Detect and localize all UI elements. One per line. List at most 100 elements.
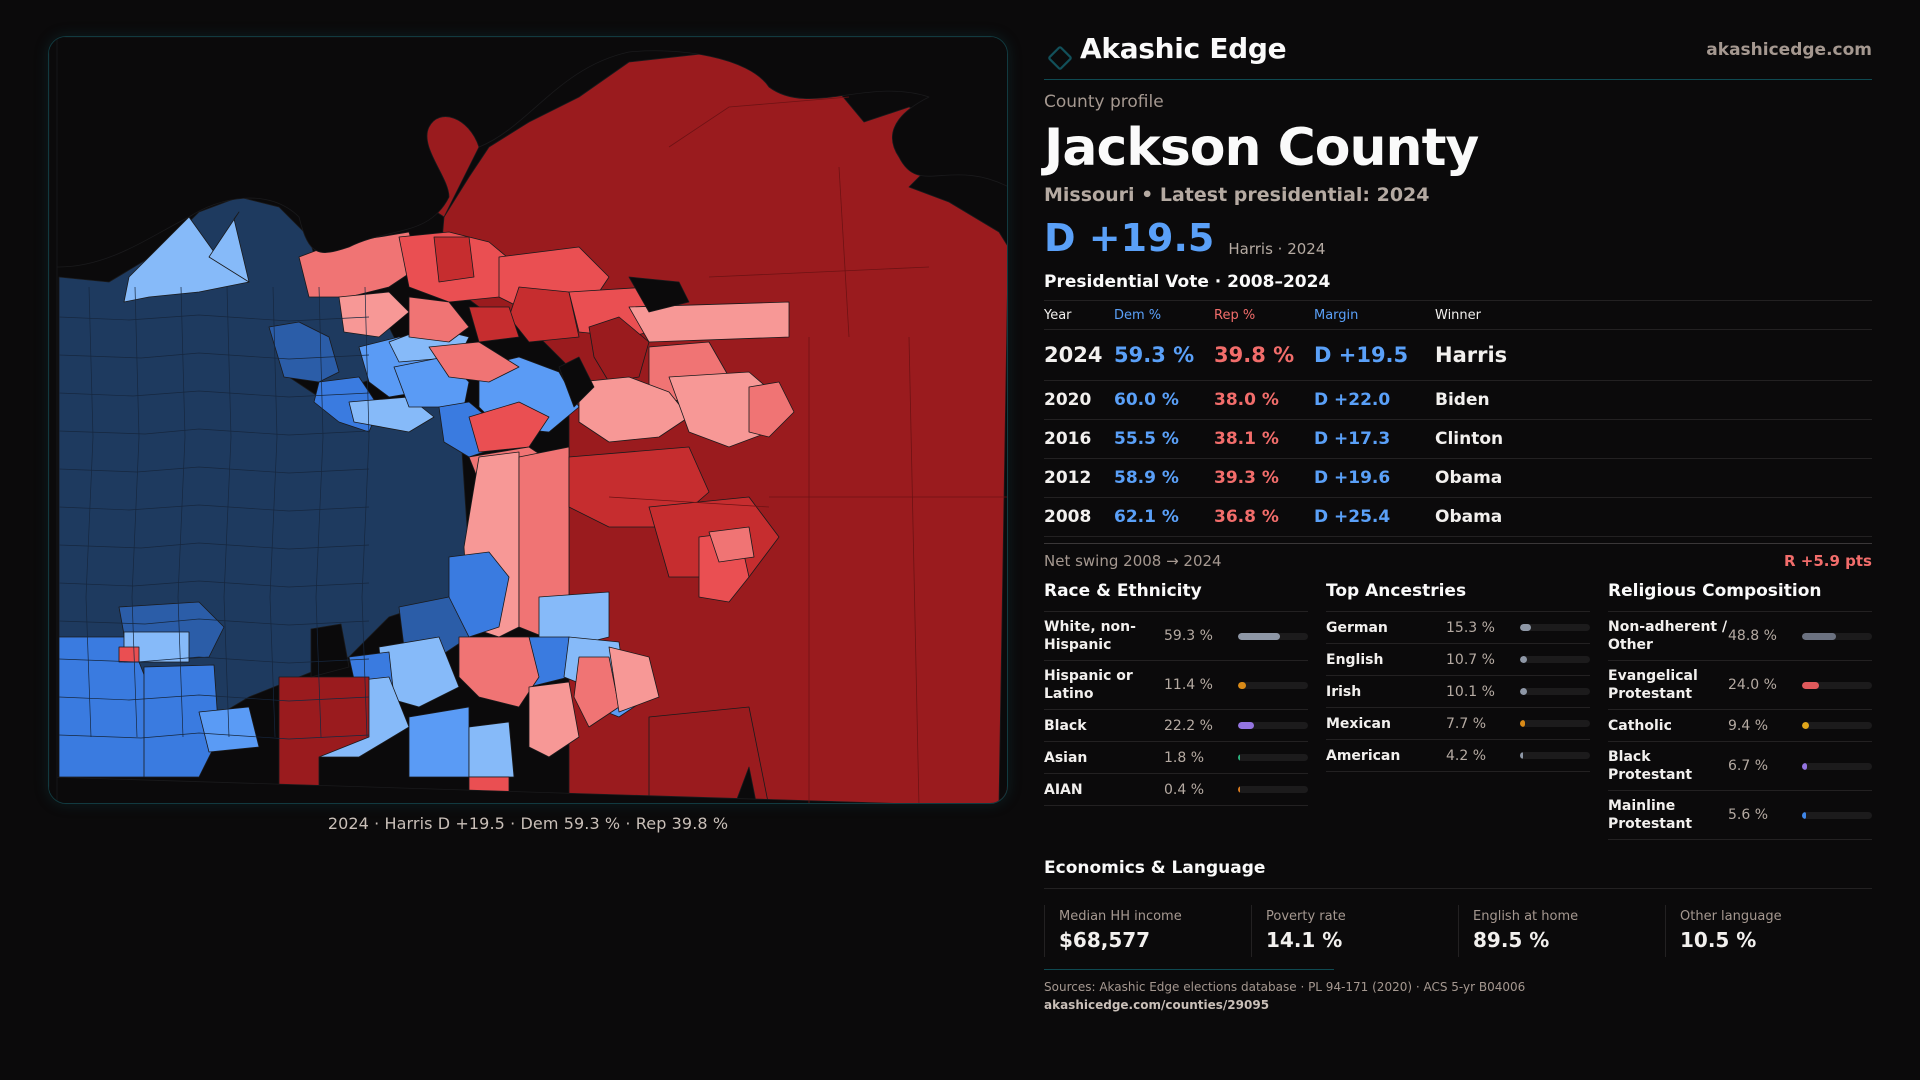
precinct-boundary (838, 166, 850, 338)
brand-url-link[interactable]: akashicedge.com (1706, 40, 1872, 60)
demographic-value: 6.7 % (1728, 758, 1769, 774)
brand-name[interactable]: Akashic Edge (1080, 32, 1287, 65)
demographic-bar-fill (1802, 762, 1807, 770)
map-precinct[interactable] (433, 236, 475, 283)
demographic-value: 24.0 % (1728, 677, 1777, 693)
map-precinct[interactable] (338, 291, 410, 338)
map-precinct[interactable] (268, 321, 340, 383)
demographic-bar-track (1238, 754, 1308, 761)
precinct-boundary (58, 390, 370, 398)
net-swing-value: R +5.9 pts (1784, 552, 1872, 570)
demographic-bar-track (1520, 656, 1590, 663)
map-precinct[interactable] (573, 656, 620, 728)
demographic-bar-fill (1238, 722, 1254, 729)
column-header-dem: Dem % (1114, 301, 1214, 330)
presidential-vote-table: Year Dem % Rep % Margin Winner 2024 59.3… (1044, 301, 1872, 537)
demographic-row: Hispanic or Latino 11.4 % (1044, 661, 1308, 710)
net-swing-label: Net swing 2008 → 2024 (1044, 552, 1222, 570)
map-precinct[interactable] (648, 706, 769, 804)
demographic-bar-fill (1802, 722, 1809, 729)
map-precinct[interactable] (408, 296, 470, 343)
stat-label: Median HH income (1059, 909, 1182, 924)
map-precinct[interactable] (468, 721, 515, 778)
demographic-value: 4.2 % (1446, 747, 1487, 764)
page-eyebrow: County profile (1044, 92, 1164, 112)
map-caption: 2024 · Harris D +19.5 · Dem 59.3 % · Rep… (327, 814, 729, 833)
demographic-label: English (1326, 651, 1384, 668)
map-precinct[interactable] (588, 316, 650, 383)
sources-footer: Sources: Akashic Edge elections database… (1044, 969, 1525, 1012)
demographic-label: Evangelical Protestant (1608, 668, 1698, 702)
map-precinct[interactable] (578, 376, 690, 443)
cell-year: 2024 (1044, 329, 1114, 381)
column-header-rep: Rep % (1214, 301, 1314, 330)
precinct-boundary (315, 286, 324, 738)
map-precinct[interactable] (408, 706, 470, 778)
county-western-edge (49, 37, 58, 803)
stat-label: Poverty rate (1266, 909, 1346, 924)
economics-title: Economics & Language (1044, 858, 1872, 889)
demographic-bar-fill (1238, 754, 1240, 761)
demographic-value: 9.4 % (1728, 717, 1769, 734)
cell-year: 2016 (1044, 419, 1114, 459)
table-row: 2008 62.1 % 36.8 % D +25.4 Obama (1044, 497, 1872, 537)
demographic-bar-fill (1802, 681, 1819, 689)
map-precinct[interactable] (708, 526, 755, 563)
map-precinct[interactable] (608, 646, 660, 713)
cell-winner: Obama (1435, 497, 1872, 537)
missouri-river-boundary (49, 37, 1007, 268)
demographic-row: AIAN 0.4 % (1044, 774, 1308, 806)
demographic-row: White, non-Hispanic 59.3 % (1044, 612, 1308, 661)
cell-dem: 62.1 % (1114, 497, 1214, 537)
demographic-bar-track (1238, 632, 1308, 640)
demographic-label: American (1326, 747, 1401, 764)
county-permalink[interactable]: akashicedge.com/counties/29095 (1044, 998, 1270, 1012)
demographic-bar-fill (1238, 681, 1246, 689)
cell-rep: 38.0 % (1214, 380, 1314, 420)
demographic-value: 48.8 % (1728, 628, 1777, 644)
ancestries-section: Top Ancestries German 15.3 % English 10.7 %… (1326, 581, 1590, 840)
headline-margin: D +19.5 (1044, 216, 1215, 260)
demographic-label: Irish (1326, 683, 1362, 700)
cell-rep: 39.8 % (1214, 329, 1314, 381)
race-ethnicity-section: Race & Ethnicity White, non-Hispanic 59.3… (1044, 581, 1308, 840)
demographic-value: 11.4 % (1164, 677, 1213, 693)
stat-poverty-rate: Poverty rate 14.1 % (1251, 905, 1458, 957)
demographic-label: Hispanic or Latino (1044, 668, 1133, 702)
demographic-bar-track (1238, 722, 1308, 729)
precinct-boundary (85, 286, 94, 738)
precinct-boundary (58, 466, 370, 474)
map-precinct[interactable] (468, 306, 520, 343)
net-swing: Net swing 2008 → 2024 R +5.9 pts (1044, 543, 1872, 571)
precinct-boundary (177, 286, 186, 738)
map-precinct[interactable] (468, 401, 550, 453)
map-precinct[interactable] (118, 646, 140, 663)
map-precinct[interactable] (458, 636, 540, 708)
precinct-boundary (223, 286, 232, 738)
precinct-map-canvas[interactable] (49, 37, 1008, 804)
precinct-map[interactable] (48, 36, 1008, 804)
map-precinct[interactable] (208, 211, 250, 283)
ancestries-title: Top Ancestries (1326, 581, 1590, 612)
map-precinct[interactable] (628, 301, 790, 343)
map-no-data-area (735, 766, 757, 803)
demographic-row: Black Protestant 6.7 % (1608, 742, 1872, 791)
precinct-boundary (58, 656, 370, 664)
map-precinct[interactable] (143, 664, 220, 778)
demographic-label: Non-adherent / Other (1608, 619, 1728, 653)
cell-dem: 60.0 % (1114, 380, 1214, 420)
precinct-boundary (58, 542, 370, 550)
map-precinct[interactable] (528, 681, 580, 758)
table-row: 2020 60.0 % 38.0 % D +22.0 Biden (1044, 380, 1872, 420)
county-eastern-edge (998, 294, 1007, 803)
map-no-data-area (558, 356, 595, 408)
column-header-winner: Winner (1435, 301, 1872, 330)
map-precinct[interactable] (428, 341, 520, 383)
table-row: 2016 55.5 % 38.1 % D +17.3 Clinton (1044, 419, 1872, 459)
map-precinct[interactable] (508, 286, 580, 343)
stat-value: 14.1 % (1266, 928, 1343, 952)
map-precinct[interactable] (278, 676, 370, 804)
stat-value: 10.5 % (1680, 928, 1757, 952)
map-precinct[interactable] (748, 381, 795, 438)
demographic-value: 0.4 % (1164, 781, 1205, 798)
